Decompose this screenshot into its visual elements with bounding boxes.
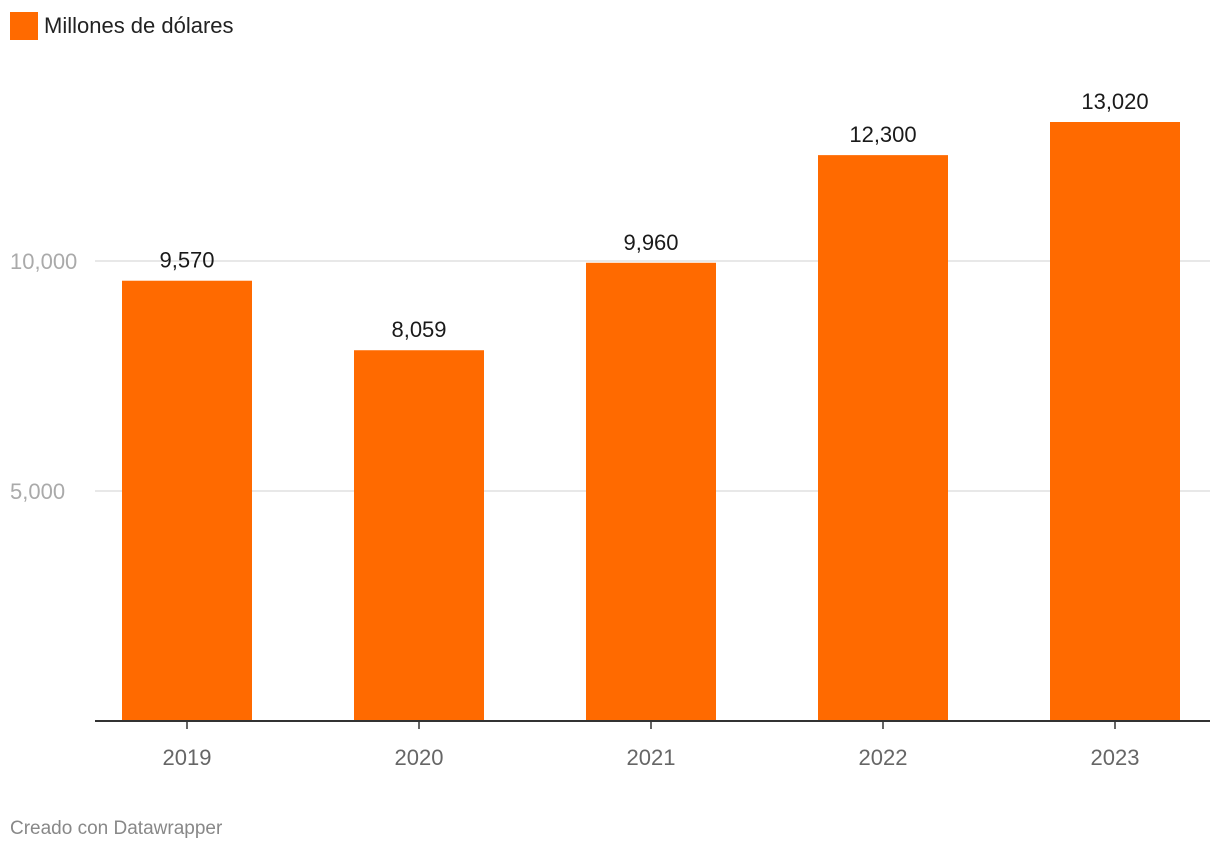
legend-swatch <box>10 12 38 40</box>
data-label: 9,960 <box>623 230 678 255</box>
x-tick-label: 2019 <box>163 745 212 770</box>
bar <box>354 350 484 721</box>
y-tick-label: 5,000 <box>10 479 65 504</box>
bar <box>1050 122 1180 721</box>
legend: Millones de dólares <box>10 12 234 40</box>
data-label: 9,570 <box>159 248 214 273</box>
x-tick-label: 2022 <box>859 745 908 770</box>
bar <box>818 155 948 722</box>
data-label: 8,059 <box>391 317 446 342</box>
bar <box>586 262 716 721</box>
data-label: 12,300 <box>849 122 916 147</box>
x-tick-label: 2023 <box>1091 745 1140 770</box>
y-tick-label: 10,000 <box>10 249 77 274</box>
bar <box>122 280 252 721</box>
legend-label: Millones de dólares <box>44 13 234 38</box>
x-tick-label: 2021 <box>627 745 676 770</box>
x-tick-label: 2020 <box>395 745 444 770</box>
data-label: 13,020 <box>1081 89 1148 114</box>
credit-text: Creado con Datawrapper <box>10 818 223 839</box>
